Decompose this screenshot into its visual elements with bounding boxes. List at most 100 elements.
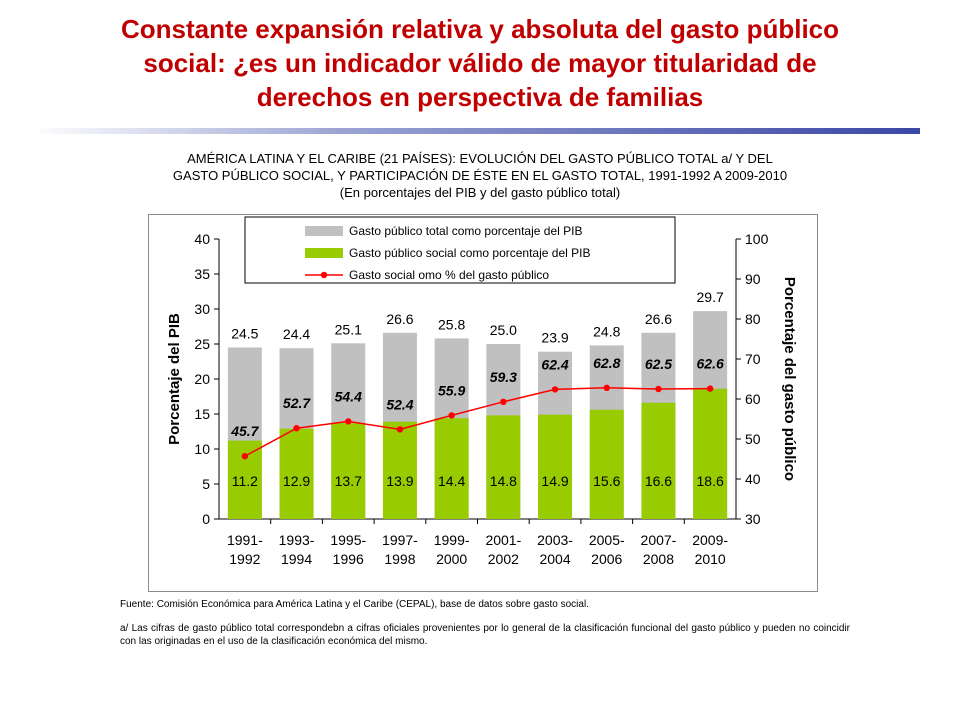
- y-tick-label-left: 35: [194, 266, 210, 282]
- chart-frame: 0 5 10 15 20 25 30 35 40 30 40 50 60 70 80 90 100 Porcent…: [148, 214, 818, 592]
- chart-heading-line: (En porcentajes del PIB y del gasto públ…: [339, 185, 621, 200]
- x-tick-label: 2004: [539, 551, 570, 567]
- chart-heading: AMÉRICA LATINA Y EL CARIBE (21 PAÍSES): …: [110, 150, 850, 201]
- data-label-gasto-total: 25.1: [335, 321, 362, 337]
- data-label-gasto-total: 23.9: [541, 330, 568, 346]
- x-tick-label: 1997-: [382, 532, 418, 548]
- slide-title-line: derechos en perspectiva de familias: [256, 82, 704, 112]
- bar-gasto-social: [589, 409, 624, 519]
- data-label-gasto-total: 24.8: [593, 323, 620, 339]
- data-label-gasto-social: 13.9: [386, 473, 413, 489]
- legend-label-line: Gasto social omo % del gasto público: [349, 268, 549, 282]
- data-label-pct: 52.7: [283, 395, 311, 411]
- slide-title-line: Constante expansión relativa y absoluta …: [120, 14, 840, 44]
- data-label-gasto-total: 26.6: [645, 311, 672, 327]
- legend-label-gasto-social: Gasto público social como porcentaje del…: [349, 246, 590, 260]
- y-axis-title-left: Porcentaje del PIB: [166, 313, 183, 445]
- legend-swatch-line-marker: [320, 271, 328, 279]
- data-label-pct: 62.5: [645, 356, 672, 372]
- legend-swatch-gasto-total: [305, 226, 343, 236]
- source-note: Fuente: Comisión Económica para América …: [120, 599, 589, 610]
- data-label-gasto-total: 26.6: [386, 311, 413, 327]
- x-tick-label: 2002: [488, 551, 519, 567]
- footnote: a/ Las cifras de gasto público total cor…: [120, 623, 850, 647]
- x-tick-label: 1992: [229, 551, 260, 567]
- bar-gasto-social: [486, 415, 521, 519]
- line-point: [500, 398, 507, 405]
- data-label-pct: 62.8: [593, 355, 620, 371]
- y-tick-label-left: 15: [194, 406, 210, 422]
- y-axis-title-right: Porcentaje del gasto público: [781, 277, 798, 481]
- data-label-gasto-social: 14.4: [438, 473, 465, 489]
- bar-gasto-social: [693, 388, 728, 519]
- x-tick-label: 1995-: [330, 532, 366, 548]
- y-tick-label-right: 30: [745, 511, 761, 527]
- combo-chart: 0 5 10 15 20 25 30 35 40 30 40 50 60 70 80 90 100 Porcent…: [166, 216, 798, 567]
- chart-heading-line: GASTO PÚBLICO SOCIAL, Y PARTICIPACIÓN DE…: [172, 168, 788, 183]
- y-tick-label-right: 90: [745, 271, 761, 287]
- x-tick-label: 2010: [695, 551, 726, 567]
- y-tick-label-right: 40: [745, 471, 761, 487]
- x-tick-label: 2006: [591, 551, 622, 567]
- y-tick-label-right: 80: [745, 311, 761, 327]
- slide-title: Constante expansión relativa y absoluta …: [40, 12, 920, 114]
- data-label-gasto-social: 12.9: [283, 473, 310, 489]
- x-tick-label: 1994: [281, 551, 312, 567]
- data-label-pct: 59.3: [490, 369, 517, 385]
- line-point: [603, 384, 610, 391]
- x-tick-label: 2001-: [485, 532, 521, 548]
- x-tick-label: 2007-: [641, 532, 677, 548]
- data-label-pct: 54.4: [335, 388, 362, 404]
- data-label-gasto-social: 15.6: [593, 473, 620, 489]
- data-label-gasto-social: 16.6: [645, 473, 672, 489]
- y-tick-label-right: 70: [745, 351, 761, 367]
- bar-gasto-social: [382, 421, 417, 519]
- line-point: [551, 386, 559, 393]
- bar-gasto-social: [434, 418, 469, 519]
- y-tick-label-left: 40: [194, 231, 210, 247]
- line-point: [655, 385, 662, 393]
- line-point: [706, 385, 714, 392]
- chart-notes: Fuente: Comisión Económica para América …: [120, 598, 850, 659]
- y-tick-label-left: 0: [202, 511, 210, 527]
- data-label-gasto-total: 24.5: [231, 326, 258, 342]
- legend-swatch-gasto-social: [305, 248, 343, 258]
- x-tick-label: 1991-: [227, 532, 263, 548]
- line-point: [241, 453, 249, 460]
- y-tick-label-right: 60: [745, 391, 761, 407]
- x-tick-label: 2000: [436, 551, 467, 567]
- y-tick-label-left: 5: [202, 476, 210, 492]
- bar-gasto-social: [279, 428, 314, 519]
- data-label-gasto-total: 29.7: [697, 289, 724, 305]
- x-tick-label: 1993-: [279, 532, 315, 548]
- data-label-gasto-social: 14.8: [490, 473, 517, 489]
- x-tick-label: 2005-: [589, 532, 625, 548]
- x-tick-label: 1998: [384, 551, 415, 567]
- bar-gasto-social: [641, 402, 676, 519]
- line-point: [396, 426, 404, 433]
- line-point: [293, 425, 300, 432]
- x-tick-label: 1999-: [434, 532, 470, 548]
- title-divider: [32, 128, 920, 134]
- data-label-gasto-social: 18.6: [697, 473, 724, 489]
- x-tick-label: 2003-: [537, 532, 573, 548]
- slide-title-line: social: ¿es un indicador válido de mayor…: [143, 48, 817, 78]
- y-tick-label-left: 25: [194, 336, 210, 352]
- data-label-gasto-social: 14.9: [541, 473, 568, 489]
- x-tick-label: 1996: [333, 551, 364, 567]
- line-gasto-social-pct: [244, 387, 711, 457]
- y-tick-label-right: 100: [745, 231, 769, 247]
- data-label-pct: 52.4: [386, 396, 413, 412]
- line-point: [345, 418, 352, 425]
- data-label-gasto-social: 13.7: [335, 473, 362, 489]
- x-tick-label: 2009-: [692, 532, 728, 548]
- data-label-gasto-total: 24.4: [283, 326, 310, 342]
- y-tick-label-left: 20: [194, 371, 210, 387]
- chart-heading-line: AMÉRICA LATINA Y EL CARIBE (21 PAÍSES): …: [187, 151, 773, 166]
- data-label-gasto-social: 11.2: [232, 473, 258, 489]
- data-label-pct: 45.7: [230, 423, 259, 439]
- data-label-gasto-total: 25.0: [490, 322, 517, 338]
- bar-gasto-social: [331, 423, 366, 519]
- legend-label-gasto-total: Gasto público total como porcentaje del …: [349, 224, 582, 238]
- y-tick-label-left: 30: [194, 301, 210, 317]
